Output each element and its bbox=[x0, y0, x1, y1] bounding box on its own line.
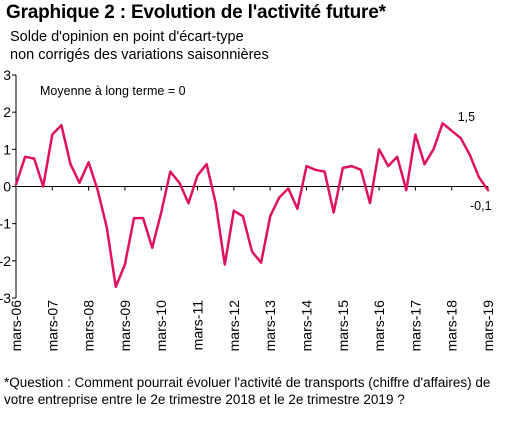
x-tick-label: mars-14 bbox=[298, 300, 314, 352]
x-tick-label: mars-07 bbox=[44, 300, 60, 352]
x-axis: mars-06 mars-07 mars-08 mars-09 mars-10 mars-… bbox=[8, 186, 496, 352]
x-tick-label: mars-18 bbox=[444, 300, 460, 352]
y-axis: 3 2 1 0 -1 -2 -3 bbox=[0, 67, 17, 306]
x-tick-label: mars-19 bbox=[480, 300, 496, 352]
chart-subtitle-line2: non corrigés des variations saisonnières bbox=[10, 47, 269, 63]
x-tick-label: mars-17 bbox=[407, 300, 423, 352]
chart-subtitle-line1: Solde d'opinion en point d'écart-type bbox=[10, 29, 244, 45]
x-tick-label: mars-08 bbox=[81, 300, 97, 352]
y-tick-label: -2 bbox=[0, 253, 11, 269]
data-label: -0,1 bbox=[470, 199, 492, 213]
y-tick-label: 2 bbox=[3, 104, 11, 120]
x-tick-label: mars-06 bbox=[8, 300, 24, 352]
series-layer: 1,5 -0,1 bbox=[14, 110, 492, 289]
x-tick-label: mars-11 bbox=[190, 300, 206, 351]
x-tick-label: mars-09 bbox=[117, 300, 133, 352]
y-tick-label: 1 bbox=[3, 141, 11, 157]
series-line bbox=[14, 122, 490, 289]
x-tick-label: mars-16 bbox=[371, 300, 387, 352]
question-footnote: *Question : Comment pourrait évoluer l'a… bbox=[4, 375, 491, 407]
chart-title: Graphique 2 : Evolution de l'activité fu… bbox=[6, 2, 386, 23]
x-tick-label: mars-15 bbox=[335, 300, 351, 352]
data-label: 1,5 bbox=[458, 110, 475, 124]
x-tick-label: mars-10 bbox=[153, 300, 169, 352]
y-tick-label: 3 bbox=[3, 67, 11, 83]
long-term-average-annotation: Moyenne à long terme = 0 bbox=[40, 84, 186, 98]
y-tick-label: -3 bbox=[0, 290, 11, 306]
y-tick-label: -1 bbox=[0, 216, 11, 232]
x-tick-label: mars-13 bbox=[262, 300, 278, 352]
y-tick-label: 0 bbox=[3, 179, 11, 195]
x-tick-label: mars-12 bbox=[226, 300, 242, 352]
